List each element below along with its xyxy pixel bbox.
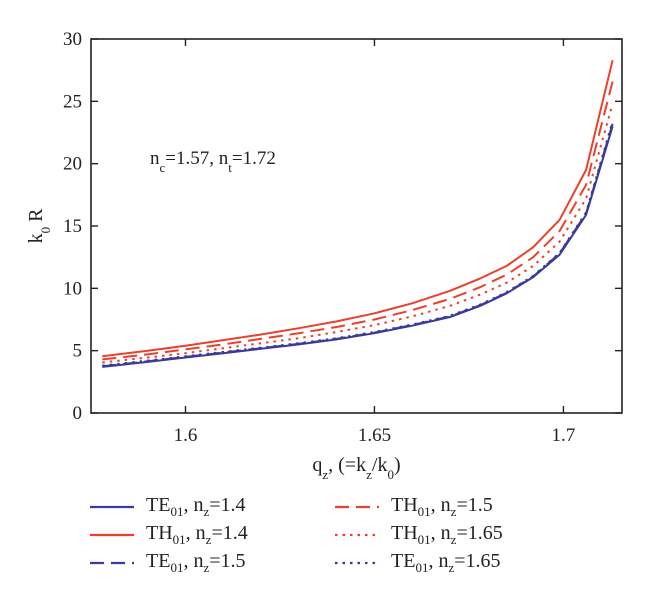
y-tick-label: 10 xyxy=(63,278,82,299)
x-tick-label: 1.7 xyxy=(552,425,576,446)
y-tick-label: 30 xyxy=(63,29,82,50)
series-line-1 xyxy=(102,126,614,368)
series-line-5 xyxy=(102,121,614,367)
series-line-6 xyxy=(102,103,614,364)
x-tick-label: 1.65 xyxy=(358,425,391,446)
plot-lines xyxy=(102,59,614,368)
plot-frame xyxy=(90,38,623,414)
axis-ticks: 0 5 10 15 20 25 30 1.6 1.65 1.7 xyxy=(63,29,622,446)
y-tick-label: 0 xyxy=(73,403,83,424)
y-axis-title: k0 R xyxy=(25,208,53,244)
y-tick-label: 20 xyxy=(63,154,82,175)
x-tick-label: 1.6 xyxy=(174,425,198,446)
series-line-2 xyxy=(102,59,614,358)
y-tick-label: 5 xyxy=(73,341,83,362)
series-line-4 xyxy=(102,81,614,361)
y-tick-label: 25 xyxy=(63,91,82,112)
y-tick-label: 15 xyxy=(63,216,82,237)
x-axis-title: qz, (=kz/k0) xyxy=(312,454,400,482)
chart-annotation: nc=1.57, nt=1.72 xyxy=(150,148,276,175)
